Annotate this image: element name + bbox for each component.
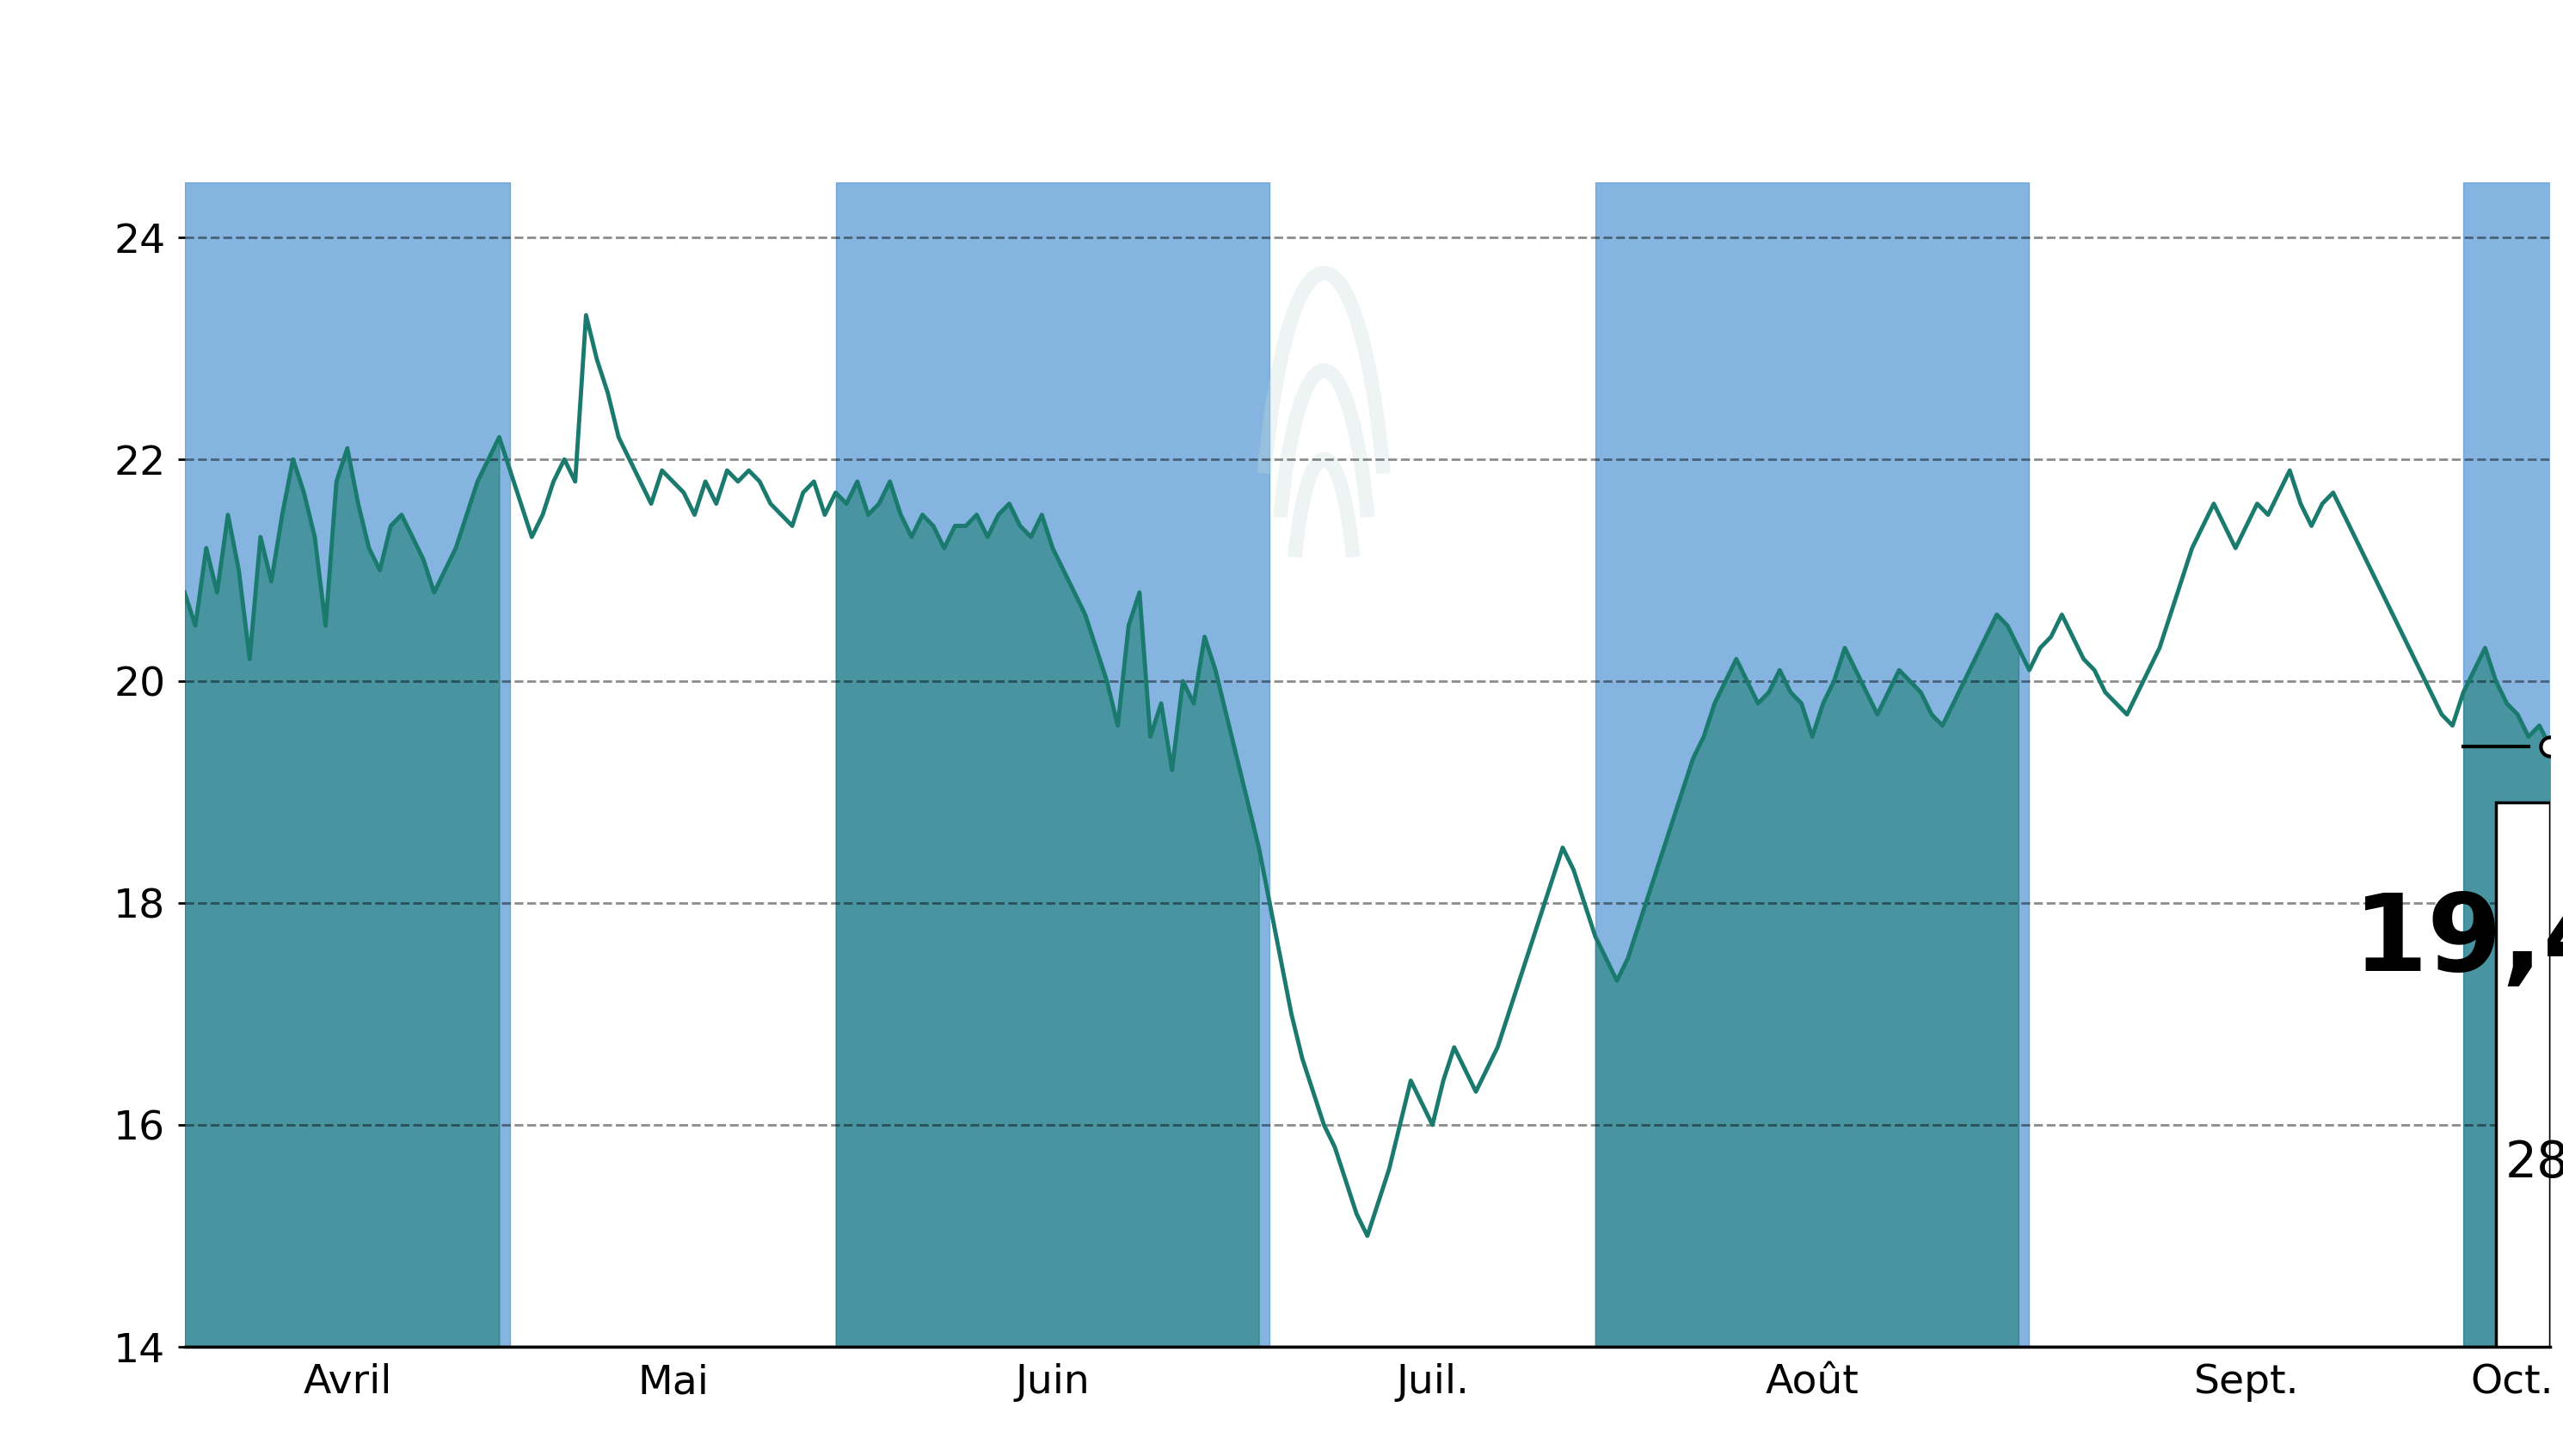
Bar	[185, 182, 510, 1347]
Bar	[836, 182, 1269, 1347]
FancyBboxPatch shape	[2496, 802, 2550, 1347]
Text: 19,41: 19,41	[2353, 890, 2563, 993]
Text: 28/10: 28/10	[2504, 1139, 2563, 1188]
Text: AT&S Austria Technologie & Systemtechnik AG: AT&S Austria Technologie & Systemtechnik…	[87, 47, 2476, 135]
Bar	[2463, 182, 2560, 1347]
Bar	[1594, 182, 2030, 1347]
